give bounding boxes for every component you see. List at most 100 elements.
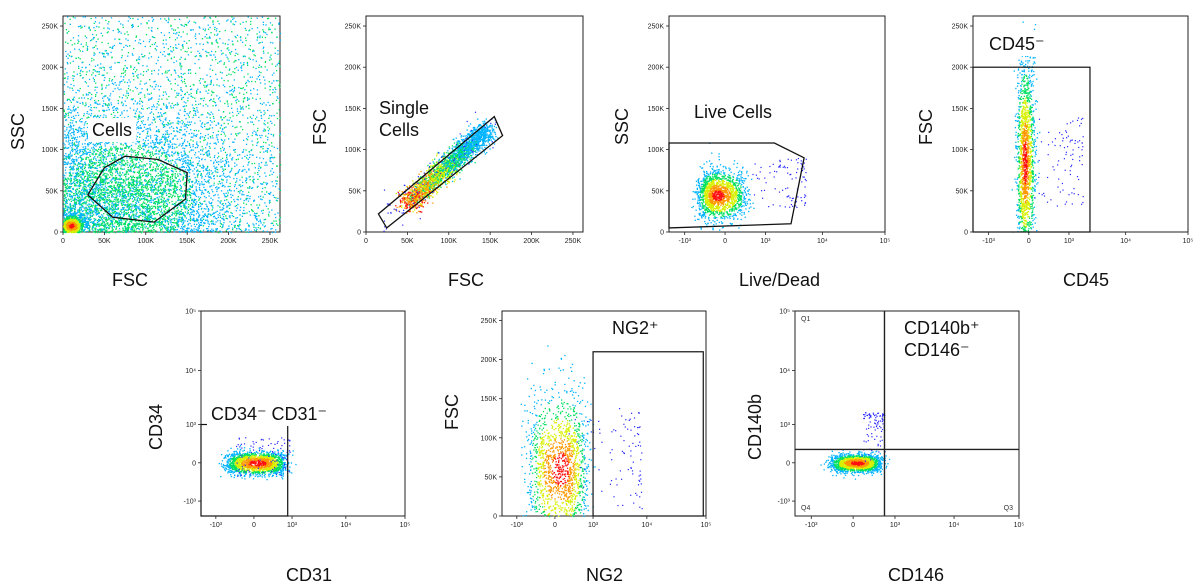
event-dot (146, 88, 148, 90)
event-dot (76, 182, 79, 184)
event-dot (181, 24, 183, 27)
event-dot (114, 154, 116, 157)
event-dot (242, 101, 245, 103)
event-dot (187, 54, 190, 56)
event-dot (82, 103, 84, 105)
event-dot (73, 130, 75, 133)
event-dot (109, 155, 111, 157)
event-dot (198, 130, 200, 132)
event-dot (113, 106, 115, 108)
event-dot (105, 200, 107, 202)
event-dot (140, 80, 142, 82)
event-dot (71, 195, 73, 197)
event-dot (66, 201, 68, 203)
event-dot (68, 193, 71, 195)
event-dot (190, 139, 192, 141)
event-dot (224, 186, 226, 188)
event-dot (249, 175, 251, 178)
event-dot (84, 166, 86, 169)
event-dot (226, 56, 228, 58)
event-dot (179, 63, 182, 65)
event-dot (160, 196, 162, 198)
event-dot (119, 172, 121, 174)
event-dot (64, 197, 66, 199)
event-dot (153, 116, 155, 118)
event-dot (193, 107, 196, 110)
event-dot (157, 165, 159, 168)
event-dot (113, 109, 115, 111)
event-dot (254, 167, 256, 169)
event-dot (172, 49, 175, 51)
event-dot (255, 227, 257, 229)
event-dot (104, 163, 107, 166)
event-dot (103, 222, 106, 224)
event-dot (163, 216, 165, 219)
event-dot (149, 164, 152, 166)
event-dot (76, 147, 78, 149)
event-dot (279, 135, 281, 137)
event-dot (97, 103, 99, 106)
event-dot (167, 199, 169, 201)
event-dot (158, 202, 160, 204)
event-dot (194, 97, 196, 99)
event-dot (161, 224, 163, 226)
event-dot (219, 222, 222, 224)
event-dot (142, 115, 144, 118)
event-dot (180, 36, 182, 38)
event-dot (167, 123, 170, 125)
event-dot (103, 213, 105, 215)
event-dot (109, 176, 111, 178)
event-dot (153, 211, 155, 214)
event-dot (224, 86, 226, 88)
event-dot (209, 17, 212, 19)
event-dot (239, 209, 241, 211)
event-dot (124, 226, 127, 228)
event-dot (226, 119, 228, 121)
event-dot (184, 50, 186, 53)
event-dot (120, 223, 122, 225)
event-dot (213, 161, 215, 163)
event-dot (87, 218, 89, 220)
event-dot (114, 226, 116, 228)
event-dot (115, 212, 117, 214)
event-dot (189, 85, 192, 87)
event-dot (93, 27, 95, 29)
event-dot (100, 217, 102, 219)
event-dot (69, 109, 72, 111)
event-dot (211, 223, 213, 225)
event-dot (256, 33, 258, 35)
event-dot (173, 165, 175, 167)
event-dot (199, 196, 202, 199)
event-dot (74, 144, 76, 146)
event-dot (168, 19, 170, 21)
event-dot (171, 182, 173, 184)
event-dot (196, 109, 198, 111)
event-dot (160, 208, 163, 210)
event-dot (104, 183, 106, 185)
event-dot (69, 153, 71, 155)
event-dot (175, 60, 178, 62)
event-dot (197, 219, 199, 222)
event-dot (245, 182, 248, 184)
event-dot (86, 112, 88, 115)
event-dot (69, 122, 71, 124)
event-dot (161, 227, 164, 229)
event-dot (98, 153, 101, 155)
event-dot (88, 185, 90, 187)
event-dot (234, 60, 236, 62)
event-dot (79, 58, 81, 60)
event-dot (122, 223, 125, 225)
event-dot (154, 162, 156, 164)
event-dot (150, 201, 153, 203)
event-dot (177, 151, 179, 153)
event-dot (247, 195, 249, 197)
event-dot (221, 166, 223, 168)
event-dot (67, 212, 70, 214)
event-dot (97, 185, 100, 187)
event-dot (131, 25, 134, 27)
event-dot (144, 83, 146, 85)
event-dot (181, 154, 183, 156)
event-dot (103, 169, 106, 171)
event-dot (256, 93, 259, 95)
event-dot (216, 157, 219, 159)
